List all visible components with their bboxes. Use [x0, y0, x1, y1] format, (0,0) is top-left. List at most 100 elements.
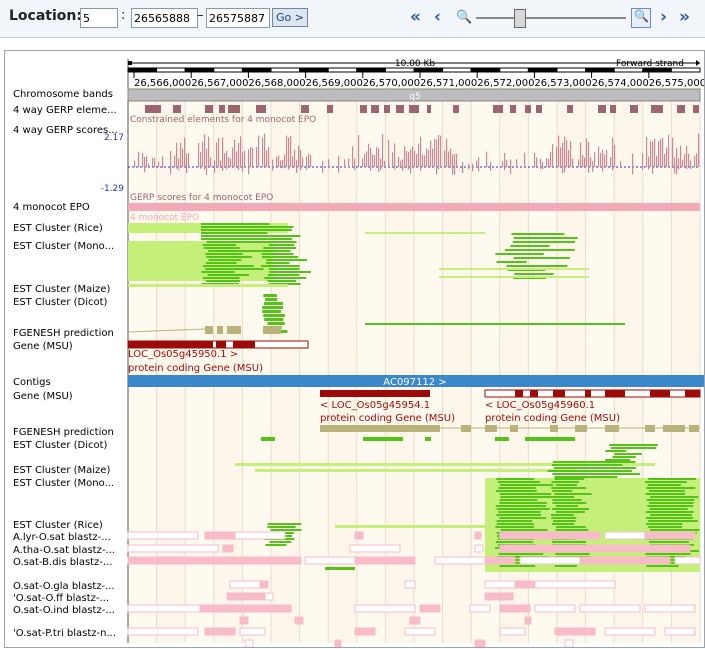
- fgenesh-exon: [217, 326, 223, 334]
- track-label[interactable]: EST Cluster (Mono...: [13, 478, 115, 489]
- zoom-slider-track[interactable]: [476, 17, 626, 19]
- gerp-score-bar: [674, 157, 676, 167]
- gerp-element: [610, 105, 616, 113]
- track-label[interactable]: EST Cluster (Rice): [13, 520, 103, 531]
- track-label[interactable]: Chromosome bands: [13, 89, 113, 100]
- gerp-score-bar: [256, 147, 258, 167]
- background-stripe: [299, 87, 329, 643]
- blastz-block: [519, 556, 581, 565]
- blastz-block: [222, 544, 234, 553]
- jump-far-left-icon[interactable]: «: [410, 7, 421, 27]
- gerp-score-bar: [364, 154, 366, 167]
- background-stripe: [242, 87, 271, 643]
- gerp-score-bar: [244, 150, 246, 167]
- est-mono-exon: [555, 529, 589, 531]
- track-label[interactable]: EST Cluster (Maize): [13, 284, 111, 295]
- gerp-score-bar: [176, 142, 178, 167]
- track-label[interactable]: EST Cluster (Mono...: [13, 241, 115, 252]
- blastz-block: [474, 531, 482, 540]
- gerp-element: [598, 105, 606, 113]
- gerp-score-bar: [238, 167, 240, 170]
- scale-segment: [184, 67, 215, 73]
- est-mono-exon: [513, 257, 570, 259]
- track-label[interactable]: 'O.sat-O.ff blastz-...: [13, 593, 110, 604]
- track-label[interactable]: O.sat-B.dis blastz-...: [13, 557, 113, 568]
- scale-segment: [299, 67, 329, 73]
- gerp-score-bar: [296, 160, 298, 167]
- track-label[interactable]: O.sat-O.gla blastz-...: [13, 581, 115, 592]
- track-label[interactable]: FGENESH prediction: [13, 328, 114, 339]
- gerp-score-bar: [362, 158, 364, 167]
- gerp-element: [219, 105, 225, 113]
- gerp-max-label: 2.17: [104, 133, 124, 143]
- track-label[interactable]: 4 way GERP scores...: [13, 125, 118, 136]
- gerp-score-bar: [392, 152, 394, 167]
- track-label[interactable]: Contigs: [13, 377, 51, 388]
- gerp-element: [493, 105, 503, 113]
- est-dicot-exon: [605, 459, 631, 461]
- gerp-element: [256, 105, 266, 113]
- track-canvas[interactable]: 10.00 Kb Forward strand 26,566,000 26,567,0…: [5, 51, 704, 647]
- go-button[interactable]: Go >: [272, 8, 308, 27]
- gerp-score-bar: [570, 141, 572, 167]
- gerp-score-bar: [378, 167, 380, 172]
- track-label[interactable]: Gene (MSU): [13, 391, 73, 402]
- scale-segment: [556, 67, 587, 73]
- gerp-element: [205, 105, 213, 113]
- scale-segment: [613, 67, 644, 73]
- blastz-block: [260, 604, 292, 613]
- zoom-in-button[interactable]: 🔍: [631, 8, 651, 28]
- fgenesh-exon: [575, 425, 587, 432]
- gerp-score-bar: [690, 167, 692, 170]
- est-rice-exon: [325, 567, 355, 570]
- track-label[interactable]: O.sat-O.ind blastz-...: [13, 605, 115, 616]
- gerp-score-bar: [472, 163, 474, 167]
- gerp-score-bar: [162, 167, 164, 169]
- track-label[interactable]: 4 monocot EPO: [13, 202, 90, 213]
- gerp-score-bar: [176, 167, 178, 169]
- track-label[interactable]: A.tha-O.sat blastz-...: [13, 545, 115, 556]
- est-mono-exon: [511, 233, 565, 235]
- jump-right-icon[interactable]: ›: [660, 7, 668, 27]
- gerp-score-bar: [536, 157, 538, 167]
- est-mono-exon: [552, 508, 589, 510]
- gerp-score-bar: [586, 138, 588, 167]
- gerp-score-bar: [654, 138, 656, 167]
- est-mono-exon: [498, 487, 536, 489]
- gerp-score-bar: [462, 162, 464, 167]
- gerp-score-bar: [456, 153, 458, 167]
- start-input[interactable]: [131, 8, 198, 28]
- gerp-score-bar: [230, 158, 232, 167]
- gerp-score-bar: [384, 160, 386, 167]
- jump-left-icon[interactable]: ‹: [434, 7, 442, 27]
- track-label[interactable]: Gene (MSU): [13, 341, 73, 352]
- gerp-score-bar: [178, 167, 180, 171]
- fgenesh-exon: [485, 425, 497, 432]
- jump-far-right-icon[interactable]: »: [679, 7, 690, 27]
- end-input[interactable]: [206, 8, 270, 28]
- track-label[interactable]: EST Cluster (Maize): [13, 465, 111, 476]
- gerp-score-bar: [240, 136, 242, 167]
- track-label[interactable]: EST Cluster (Rice): [13, 223, 103, 234]
- track-label[interactable]: EST Cluster (Dicot): [13, 297, 108, 308]
- track-label[interactable]: EST Cluster (Dicot): [13, 440, 108, 451]
- chromosome-input[interactable]: [80, 8, 118, 28]
- track-label[interactable]: 4 way GERP eleme...: [13, 105, 117, 116]
- est-mono-exon: [498, 511, 541, 513]
- gerp-score-bar: [560, 147, 562, 167]
- est-mono-exon: [512, 241, 576, 243]
- zoom-out-icon[interactable]: 🔍: [456, 10, 473, 25]
- gerp-score-bar: [672, 137, 674, 167]
- gerp-score-bar: [426, 148, 428, 167]
- gerp-score-bar: [264, 133, 266, 167]
- blastz-block: [294, 616, 304, 625]
- track-label[interactable]: 'O.sat-P.tri blastz-n...: [13, 628, 117, 639]
- gerp-score-bar: [450, 167, 452, 168]
- gerp-score-bar: [298, 145, 300, 167]
- track-label[interactable]: FGENESH prediction: [13, 427, 114, 438]
- gerp-score-bar: [184, 137, 186, 167]
- est-mono-exon: [499, 517, 547, 519]
- zoom-slider-handle[interactable]: [514, 9, 526, 28]
- track-label[interactable]: A.lyr-O.sat blastz-...: [13, 532, 111, 543]
- blastz-block: [564, 639, 574, 647]
